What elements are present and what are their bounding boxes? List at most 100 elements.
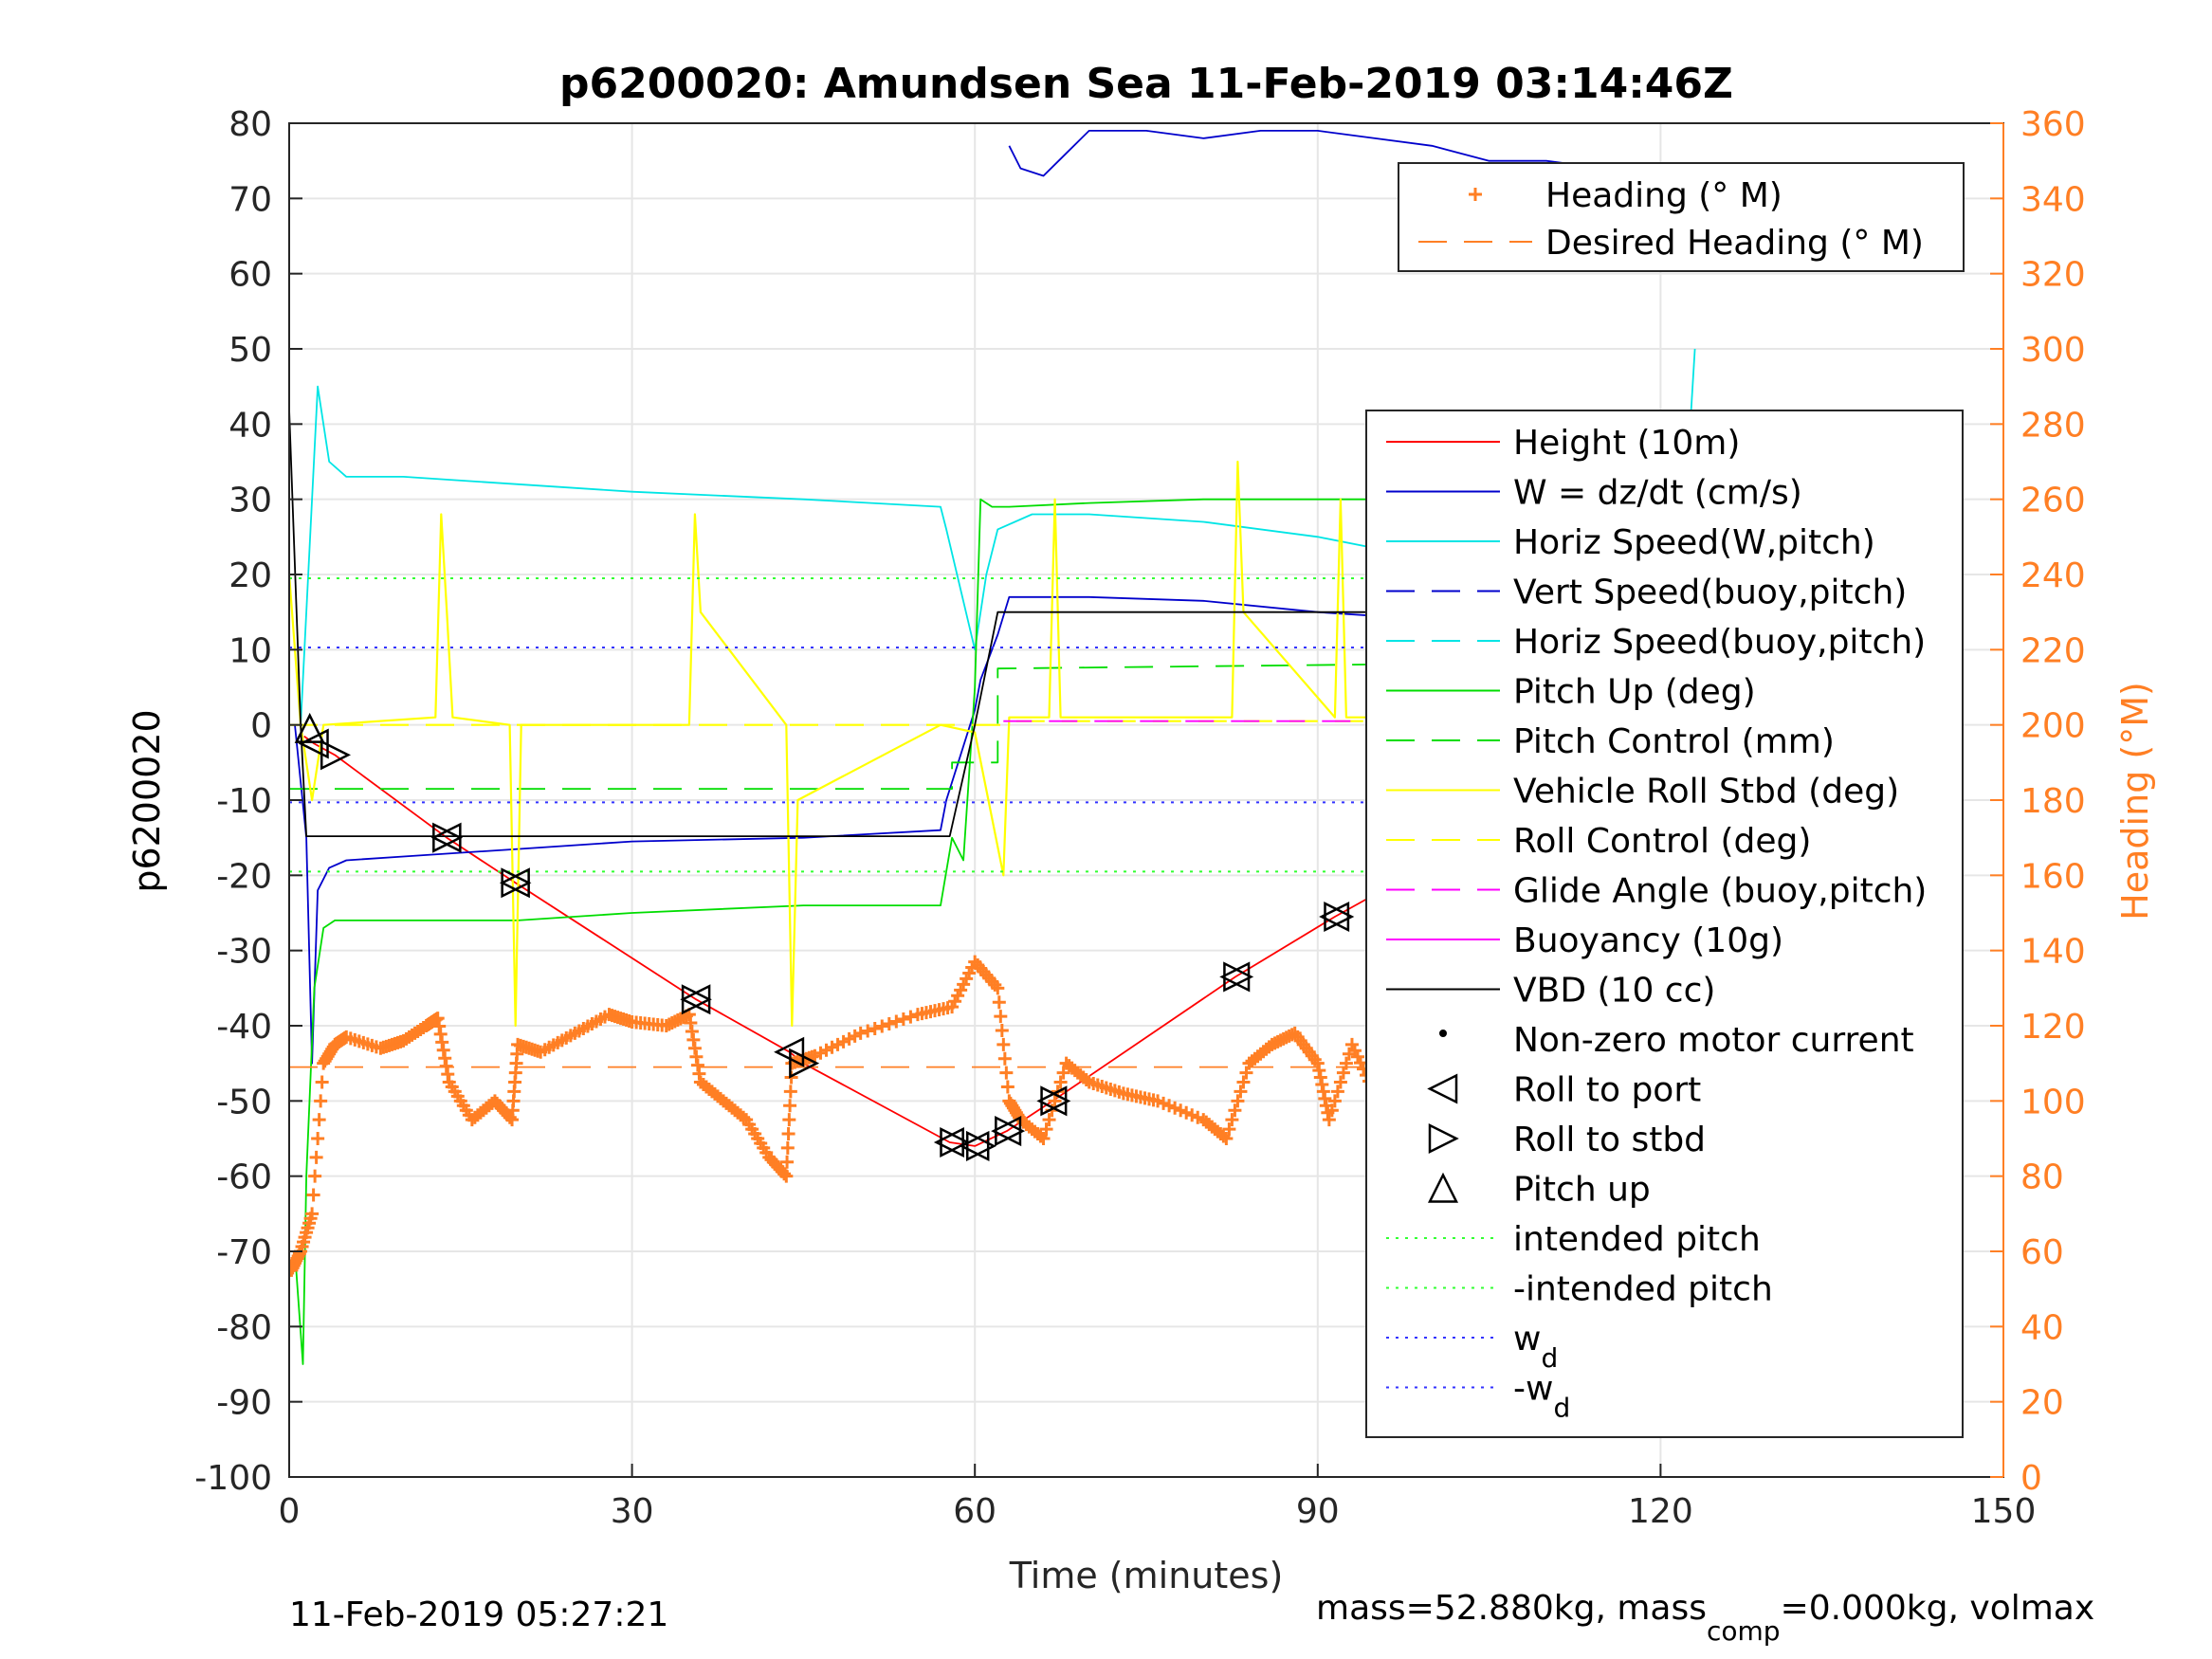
heading-point	[1315, 1077, 1329, 1091]
heading-point	[1350, 1049, 1364, 1064]
roll-to-stbd-marker	[965, 1130, 997, 1161]
heading-point	[1316, 1085, 1330, 1099]
heading-point	[779, 1169, 794, 1183]
y-right-tick-label: 100	[2020, 1083, 2086, 1121]
y-right-tick-label: 300	[2020, 331, 2086, 370]
heading-point	[1231, 1094, 1245, 1108]
series-line-4	[294, 498, 1695, 1365]
heading-point	[436, 1043, 450, 1057]
heading-point	[433, 1027, 448, 1041]
heading-point	[1000, 1080, 1015, 1094]
heading-point	[1228, 1103, 1242, 1118]
legend-main-label: Horiz Speed(buoy,pitch)	[1513, 623, 1926, 662]
y-axis-label: p6200020	[126, 709, 168, 892]
heading-point	[882, 1017, 896, 1031]
heading-point	[306, 1188, 320, 1202]
roll-to-stbd-marker	[432, 822, 464, 853]
legend-main-label: Pitch Control (mm)	[1513, 722, 1835, 761]
legend-main-box	[1365, 410, 1964, 1438]
heading-point	[875, 1019, 889, 1033]
x-tick-label: 120	[1628, 1492, 1693, 1531]
series-line-5	[289, 660, 1695, 790]
axes: 0 30 60 90 120 15080706050403020100-10-20-30-…	[194, 105, 2085, 1531]
heading-point	[1225, 1113, 1239, 1127]
heading-point	[315, 1075, 329, 1089]
legend-main-swatch	[1439, 1030, 1447, 1037]
heading-point	[896, 1012, 910, 1027]
y-tick-label: 0	[250, 707, 272, 746]
roll-to-stbd-marker	[501, 867, 532, 899]
heading-point	[441, 1067, 455, 1082]
y-tick-label: 30	[229, 482, 272, 520]
legend-main-label: Buoyancy (10g)	[1513, 921, 1783, 960]
heading-point	[889, 1014, 904, 1029]
heading-point	[868, 1021, 882, 1035]
heading-point	[781, 1127, 795, 1141]
heading-point	[309, 1150, 323, 1164]
heading-point	[686, 1032, 701, 1047]
x-axis-label: Time (minutes)	[1009, 1555, 1284, 1596]
heading-point	[1234, 1085, 1248, 1099]
heading-point	[861, 1024, 875, 1038]
heading-point	[1318, 1091, 1332, 1105]
y-right-tick-label: 120	[2020, 1008, 2086, 1047]
legend-heading: Heading (° M) Desired Heading (° M)	[1398, 162, 1965, 272]
y-tick-label: 80	[229, 105, 272, 144]
heading-point	[312, 1113, 326, 1127]
legend-main-label: Glide Angle (buoy,pitch)	[1513, 872, 1927, 911]
heading-point	[782, 1113, 796, 1127]
heading-point	[1330, 1085, 1344, 1099]
legend-main-label: Roll Control (deg)	[1513, 822, 1811, 861]
heading-point	[1216, 1129, 1231, 1143]
heading-point	[1347, 1044, 1362, 1058]
heading-point	[853, 1026, 868, 1040]
heading-point	[1039, 1122, 1053, 1137]
y-right-tick-label: 200	[2020, 707, 2086, 746]
legend-heading-box	[1398, 162, 1965, 272]
footer-mass-b: =0.000kg, volmax	[1781, 1589, 2095, 1628]
y-tick-label: -80	[216, 1308, 272, 1347]
roll-to-port-marker	[933, 1126, 964, 1158]
heading-point	[685, 1024, 699, 1038]
y-right-tick-label: 240	[2020, 556, 2086, 595]
footer-timestamp: 11-Feb-2019 05:27:21	[289, 1595, 668, 1634]
heading-point	[305, 1207, 320, 1221]
heading-point	[687, 1041, 702, 1055]
y-tick-label: 70	[229, 180, 272, 219]
heading-point	[308, 1169, 322, 1183]
y-tick-label: -50	[216, 1083, 272, 1121]
legend-main-label: intended pitch	[1513, 1220, 1761, 1259]
footer-mass-a: mass=52.880kg, mass	[1316, 1589, 1707, 1628]
y-right-tick-label: 220	[2020, 631, 2086, 670]
heading-point	[430, 1012, 445, 1026]
y-tick-label: 10	[229, 631, 272, 670]
heading-point	[435, 1035, 449, 1049]
y-tick-label: -100	[194, 1459, 272, 1498]
roll-to-port-marker	[959, 1130, 990, 1161]
roll-to-stbd-marker	[1223, 961, 1254, 993]
legend-main-label: Height (10m)	[1513, 424, 1740, 463]
heading-point	[999, 1066, 1014, 1080]
y-right-tick-label: 360	[2020, 105, 2086, 144]
x-tick-label: 90	[1296, 1492, 1340, 1531]
heading-point	[1042, 1113, 1056, 1127]
heading-point	[1312, 1064, 1326, 1078]
heading-point	[1327, 1094, 1342, 1108]
x-tick-label: 150	[1971, 1492, 2037, 1531]
y-tick-label: 60	[229, 256, 272, 295]
y-right-axis-label: Heading (°M)	[2114, 682, 2156, 921]
y-tick-label: -70	[216, 1233, 272, 1272]
heading-point	[1336, 1066, 1350, 1080]
roll-to-stbd-marker	[789, 1048, 820, 1079]
heading-point	[995, 1023, 1009, 1037]
heading-point	[1036, 1132, 1051, 1145]
roll-to-stbd-marker	[1324, 901, 1355, 932]
y-right-tick-label: 60	[2020, 1233, 2064, 1272]
y-right-tick-label: 40	[2020, 1308, 2064, 1347]
legend-main-label: VBD (10 cc)	[1513, 972, 1715, 1011]
y-tick-label: -40	[216, 1008, 272, 1047]
heading-point	[783, 1099, 797, 1113]
legend-heading-swatch	[1469, 188, 1482, 201]
legend-heading-label: Heading (° M)	[1545, 176, 1782, 215]
